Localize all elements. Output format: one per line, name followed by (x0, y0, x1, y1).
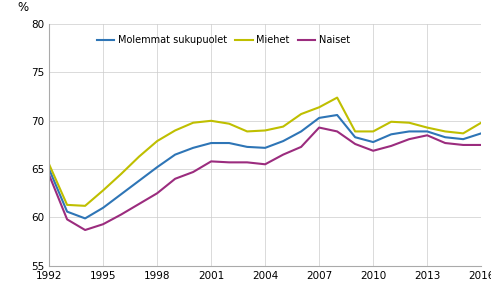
Molemmat sukupuolet (136, 179, 142, 182)
Molemmat sukupuolet (280, 139, 286, 143)
Naiset (280, 153, 286, 156)
Molemmat sukupuolet (334, 113, 340, 117)
Molemmat sukupuolet (478, 132, 484, 135)
Legend: Molemmat sukupuolet, Miehet, Naiset: Molemmat sukupuolet, Miehet, Naiset (93, 31, 354, 49)
Miehet (226, 122, 232, 126)
Miehet (478, 121, 484, 124)
Miehet (244, 130, 250, 133)
Molemmat sukupuolet (226, 141, 232, 145)
Naiset (316, 126, 322, 129)
Molemmat sukupuolet (442, 135, 448, 139)
Molemmat sukupuolet (64, 210, 70, 214)
Miehet (406, 121, 412, 124)
Naiset (64, 217, 70, 221)
Line: Miehet: Miehet (49, 98, 481, 206)
Naiset (100, 222, 106, 226)
Line: Molemmat sukupuolet: Molemmat sukupuolet (49, 115, 481, 218)
Miehet (352, 130, 358, 133)
Naiset (172, 177, 178, 181)
Molemmat sukupuolet (46, 167, 52, 171)
Molemmat sukupuolet (172, 153, 178, 156)
Miehet (190, 121, 196, 124)
Miehet (64, 203, 70, 207)
Molemmat sukupuolet (316, 116, 322, 120)
Naiset (478, 143, 484, 147)
Naiset (244, 161, 250, 164)
Molemmat sukupuolet (406, 130, 412, 133)
Miehet (82, 204, 88, 208)
Miehet (298, 112, 304, 116)
Miehet (46, 162, 52, 166)
Miehet (280, 125, 286, 128)
Molemmat sukupuolet (208, 141, 214, 145)
Molemmat sukupuolet (460, 137, 466, 141)
Naiset (298, 145, 304, 149)
Miehet (334, 96, 340, 99)
Miehet (388, 120, 394, 124)
Molemmat sukupuolet (424, 130, 430, 133)
Molemmat sukupuolet (262, 146, 268, 150)
Naiset (136, 202, 142, 206)
Naiset (262, 162, 268, 166)
Naiset (442, 141, 448, 145)
Miehet (424, 126, 430, 129)
Molemmat sukupuolet (154, 165, 160, 169)
Naiset (208, 159, 214, 163)
Naiset (46, 173, 52, 177)
Miehet (172, 129, 178, 132)
Molemmat sukupuolet (82, 217, 88, 220)
Molemmat sukupuolet (244, 145, 250, 149)
Naiset (154, 191, 160, 195)
Naiset (190, 170, 196, 174)
Miehet (262, 129, 268, 132)
Molemmat sukupuolet (100, 206, 106, 210)
Miehet (136, 155, 142, 158)
Naiset (424, 133, 430, 137)
Molemmat sukupuolet (370, 140, 376, 144)
Miehet (316, 105, 322, 109)
Miehet (460, 132, 466, 135)
Miehet (370, 130, 376, 133)
Naiset (370, 149, 376, 153)
Naiset (82, 228, 88, 232)
Naiset (226, 161, 232, 164)
Naiset (460, 143, 466, 147)
Naiset (406, 137, 412, 141)
Miehet (154, 139, 160, 143)
Miehet (118, 172, 124, 176)
Miehet (208, 119, 214, 123)
Molemmat sukupuolet (298, 130, 304, 133)
Molemmat sukupuolet (190, 146, 196, 150)
Molemmat sukupuolet (388, 133, 394, 136)
Naiset (118, 213, 124, 216)
Naiset (334, 130, 340, 133)
Y-axis label: %: % (18, 2, 29, 14)
Naiset (352, 142, 358, 146)
Miehet (442, 130, 448, 133)
Naiset (388, 144, 394, 148)
Molemmat sukupuolet (352, 135, 358, 139)
Line: Naiset: Naiset (49, 127, 481, 230)
Molemmat sukupuolet (118, 192, 124, 196)
Miehet (100, 188, 106, 192)
